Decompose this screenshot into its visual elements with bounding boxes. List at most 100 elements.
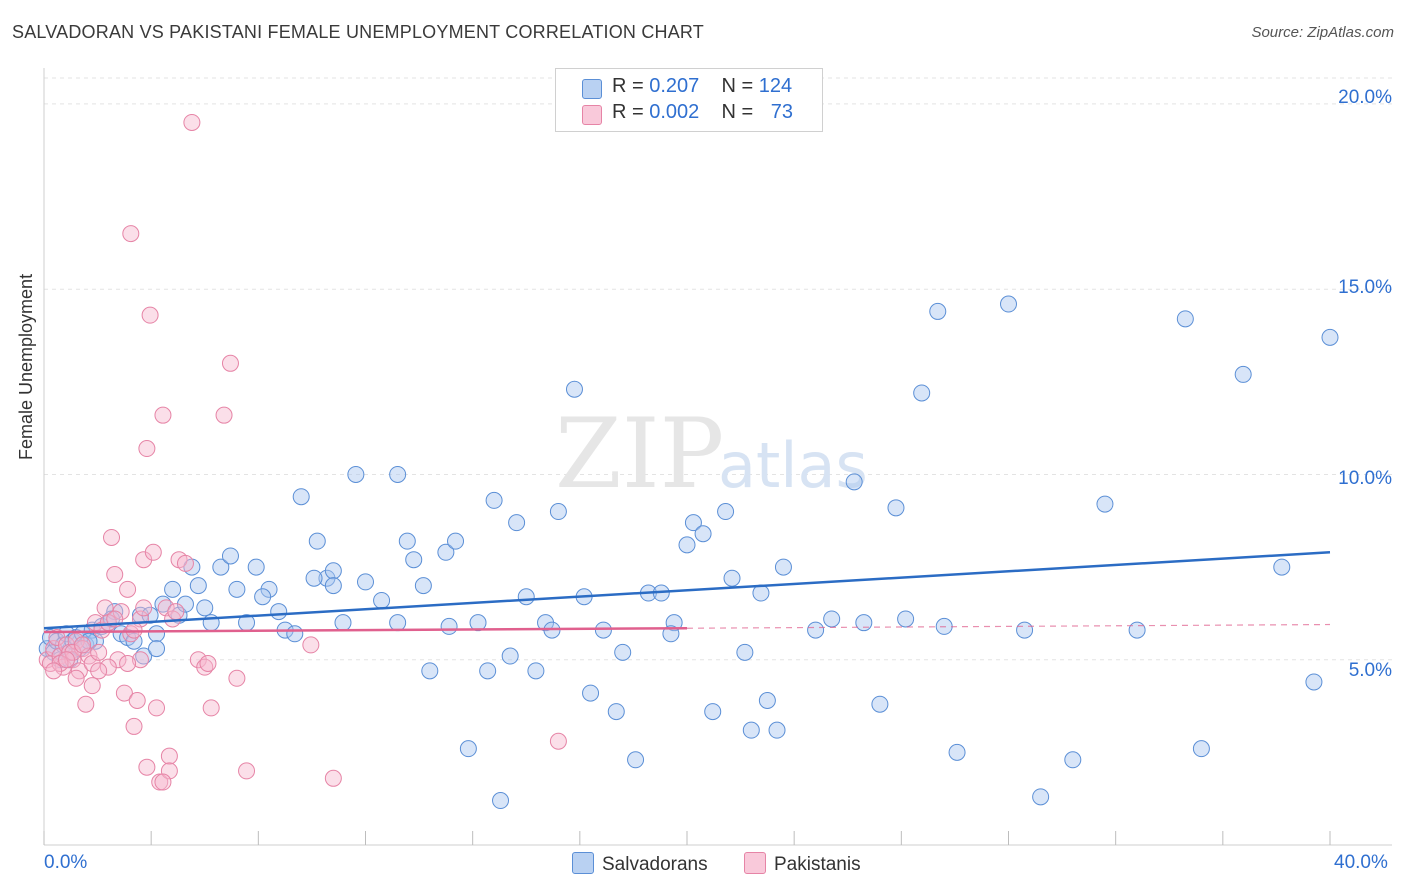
y-tick-label-15: 15.0%: [1338, 277, 1392, 298]
salvadoran-point: [437, 543, 455, 561]
legend-r-label: R =: [612, 101, 644, 123]
salvadoran-point: [565, 380, 583, 398]
salvadoran-point: [479, 662, 497, 680]
pakistani-point: [238, 762, 256, 780]
salvadoran-point: [768, 721, 786, 739]
salvadoran-point: [398, 532, 416, 550]
pakistani-point: [138, 440, 156, 458]
salvadoran-point: [807, 621, 825, 639]
pakistani-point: [131, 651, 149, 669]
salvadoran-point: [492, 792, 510, 810]
salvadoran-point: [254, 588, 272, 606]
pakistani-point: [215, 406, 233, 424]
salvadoran-point: [148, 625, 166, 643]
salvadoran-point: [897, 610, 915, 628]
pakistani-point: [125, 717, 143, 735]
bottom-legend-pakistanis: Pakistanis: [744, 852, 861, 876]
y-tick-label-20: 20.0%: [1338, 87, 1392, 108]
salvadoran-point: [717, 503, 735, 521]
salvadoran-point: [948, 743, 966, 761]
pakistani-point: [160, 747, 178, 765]
salvadoran-point: [684, 514, 702, 532]
salvadoran-point: [742, 721, 760, 739]
legend-r-label: R =: [612, 75, 644, 97]
bottom-legend-label-pakistanis: Pakistanis: [774, 854, 861, 875]
y-tick-label-10: 10.0%: [1338, 468, 1392, 489]
pakistani-point: [99, 658, 117, 676]
salvadoran-point: [189, 577, 207, 595]
salvadoran-point: [582, 684, 600, 702]
salvadoran-point: [357, 573, 374, 591]
x-tick-label-min: 0.0%: [44, 852, 88, 873]
salvadoran-point: [758, 691, 776, 709]
salvadoran-point: [389, 614, 407, 632]
pakistani-point: [157, 599, 175, 617]
salvadoran-point: [270, 603, 288, 621]
salvadoran-point: [1234, 365, 1252, 383]
legend-n-pakistanis: 73: [770, 101, 794, 123]
salvadoran-point: [1176, 310, 1194, 328]
salvadorans-trend-line: [43, 551, 1331, 630]
salvadoran-point: [347, 465, 365, 483]
source-label: Source: ZipAtlas.com: [1251, 24, 1394, 41]
salvadoran-point: [549, 503, 567, 521]
pakistani-point: [228, 669, 246, 687]
salvadoran-point: [440, 617, 458, 635]
salvadoran-point: [845, 473, 863, 491]
salvadoran-point: [723, 569, 741, 587]
pakistani-point: [148, 699, 166, 717]
pakistani-point: [128, 691, 146, 709]
legend-n-salvadorans: 124: [758, 75, 793, 97]
salvadoran-point: [228, 580, 246, 598]
pakistani-point: [141, 306, 159, 324]
salvadoran-point: [774, 558, 792, 576]
salvadoran-point: [704, 703, 722, 721]
salvadoran-point: [662, 625, 680, 643]
salvadoran-point: [324, 577, 342, 595]
x-tick-label-max: 40.0%: [1334, 852, 1388, 873]
salvadoran-point: [86, 632, 104, 650]
pakistani-point: [103, 528, 121, 546]
pakistani-point: [199, 654, 217, 672]
salvadoran-point: [1096, 495, 1114, 513]
pakistani-point: [138, 758, 156, 776]
salvadoran-point: [1321, 328, 1339, 346]
salvadoran-point: [501, 647, 519, 665]
salvadoran-point: [389, 465, 407, 483]
pakistani-point: [45, 662, 63, 680]
pakistani-point: [144, 543, 162, 561]
watermark-zip: ZIP: [555, 398, 724, 510]
pakistani-point: [74, 636, 92, 654]
pakistani-point: [90, 662, 108, 680]
salvadoran-point: [665, 614, 683, 632]
salvadoran-point: [1273, 558, 1291, 576]
salvadoran-point: [221, 547, 239, 565]
pakistanis-trend-line: [43, 626, 688, 634]
bottom-legend-label-salvadorans: Salvadorans: [602, 854, 708, 875]
pakistani-point: [119, 580, 137, 598]
pakistani-point: [77, 695, 95, 713]
salvadoran-point: [308, 532, 326, 550]
salvadoran-point: [286, 625, 304, 643]
salvadoran-point: [414, 577, 432, 595]
salvadoran-point: [1016, 621, 1034, 639]
salvadoran-point: [324, 562, 342, 580]
salvadoran-point: [447, 532, 465, 550]
trend-lines: [43, 551, 1331, 634]
gridlines: [44, 77, 1392, 661]
pakistani-point: [302, 636, 320, 654]
pakistani-point: [176, 554, 194, 572]
legend-swatch-salvadorans: [582, 79, 602, 99]
pakistani-point: [324, 769, 342, 787]
salvadoran-point: [1128, 621, 1146, 639]
legend-r-pakistanis: 0.002: [649, 101, 700, 123]
salvadorans-points: [38, 295, 1339, 810]
bottom-legend-salvadorans: Salvadorans: [572, 852, 708, 876]
salvadoran-point: [247, 558, 265, 576]
salvadoran-point: [929, 302, 947, 320]
salvadoran-point: [421, 662, 439, 680]
pakistani-point: [115, 684, 133, 702]
pakistani-point: [160, 762, 178, 780]
salvadoran-point: [1192, 740, 1210, 758]
pakistani-point: [67, 669, 85, 687]
